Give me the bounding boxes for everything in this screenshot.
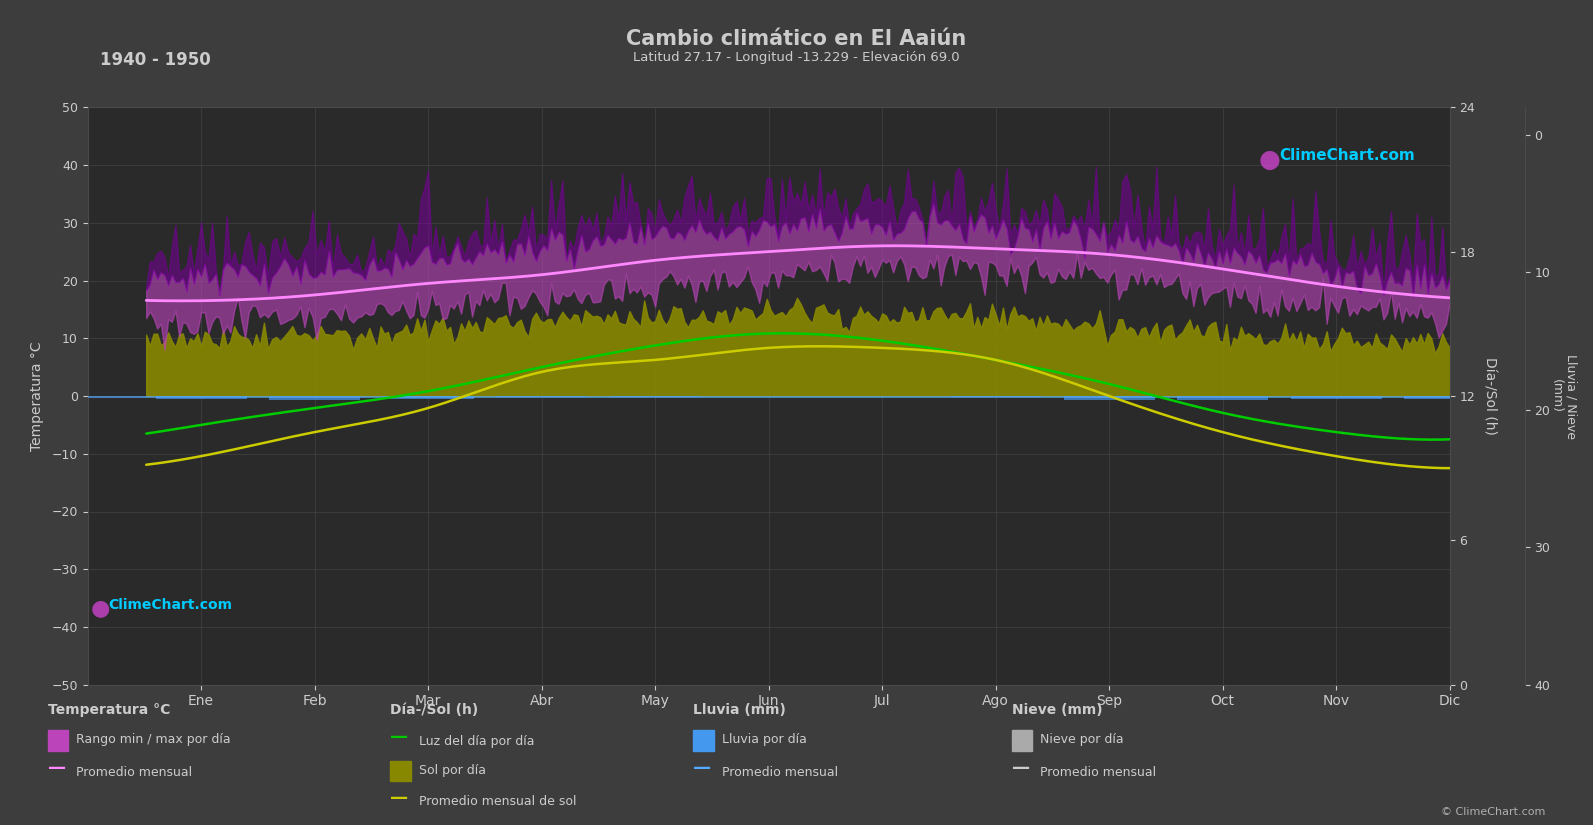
Text: Nieve por día: Nieve por día <box>1040 733 1123 747</box>
Text: Latitud 27.17 - Longitud -13.229 - Elevación 69.0: Latitud 27.17 - Longitud -13.229 - Eleva… <box>632 51 961 64</box>
Text: Promedio mensual: Promedio mensual <box>1040 766 1157 779</box>
Text: ClimeChart.com: ClimeChart.com <box>1279 148 1415 163</box>
Text: Promedio mensual: Promedio mensual <box>722 766 838 779</box>
Text: —: — <box>693 759 710 777</box>
Y-axis label: Lluvia / Nieve
(mm): Lluvia / Nieve (mm) <box>1550 353 1579 439</box>
Text: Día-/Sol (h): Día-/Sol (h) <box>390 703 478 717</box>
Bar <box>156 396 247 399</box>
Text: Luz del día por día: Luz del día por día <box>419 735 535 748</box>
Text: Cambio climático en El Aaiún: Cambio climático en El Aaiún <box>626 29 967 49</box>
Text: Lluvia (mm): Lluvia (mm) <box>693 703 785 717</box>
Text: Promedio mensual: Promedio mensual <box>76 766 193 779</box>
Text: ●: ● <box>1258 148 1281 172</box>
Bar <box>1405 396 1496 399</box>
Y-axis label: Día-/Sol (h): Día-/Sol (h) <box>1481 357 1496 435</box>
Text: —: — <box>1012 759 1029 777</box>
Text: —: — <box>390 789 408 807</box>
Text: Rango min / max por día: Rango min / max por día <box>76 733 231 747</box>
Text: Promedio mensual de sol: Promedio mensual de sol <box>419 795 577 808</box>
Text: 1940 - 1950: 1940 - 1950 <box>100 51 212 69</box>
Text: —: — <box>390 728 408 747</box>
Bar <box>1177 396 1268 400</box>
Bar <box>269 396 360 400</box>
Bar <box>382 396 473 399</box>
Text: Sol por día: Sol por día <box>419 764 486 777</box>
Bar <box>497 396 588 398</box>
Text: Temperatura °C: Temperatura °C <box>48 703 170 717</box>
Bar <box>1290 396 1381 399</box>
Text: ●: ● <box>91 598 110 618</box>
Bar <box>951 396 1042 398</box>
Bar <box>1064 396 1155 400</box>
Text: ClimeChart.com: ClimeChart.com <box>108 598 233 612</box>
Text: —: — <box>48 759 65 777</box>
Text: © ClimeChart.com: © ClimeChart.com <box>1440 807 1545 817</box>
Text: Nieve (mm): Nieve (mm) <box>1012 703 1102 717</box>
Y-axis label: Temperatura °C: Temperatura °C <box>30 342 45 450</box>
Text: Lluvia por día: Lluvia por día <box>722 733 806 747</box>
